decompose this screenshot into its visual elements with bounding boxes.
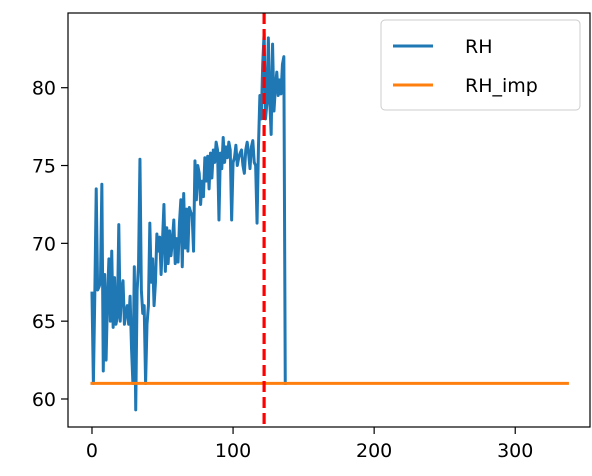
legend-label-rh-imp: RH_imp <box>465 75 538 97</box>
y-tick-label: 75 <box>32 156 56 178</box>
legend: RH RH_imp <box>380 19 581 111</box>
plot-frame <box>67 12 591 428</box>
series-line-rh <box>90 31 287 412</box>
y-tick-label: 80 <box>32 78 56 100</box>
legend-box <box>380 19 581 111</box>
y-tick-label: 60 <box>32 389 56 411</box>
x-tick-label: 0 <box>86 440 98 462</box>
y-tick-label: 70 <box>32 233 56 255</box>
x-tick-label: 200 <box>356 440 392 462</box>
x-tick-label: 300 <box>497 440 533 462</box>
y-tick-label: 65 <box>32 311 56 333</box>
x-tick-label: 100 <box>215 440 251 462</box>
legend-label-rh: RH <box>465 36 493 58</box>
